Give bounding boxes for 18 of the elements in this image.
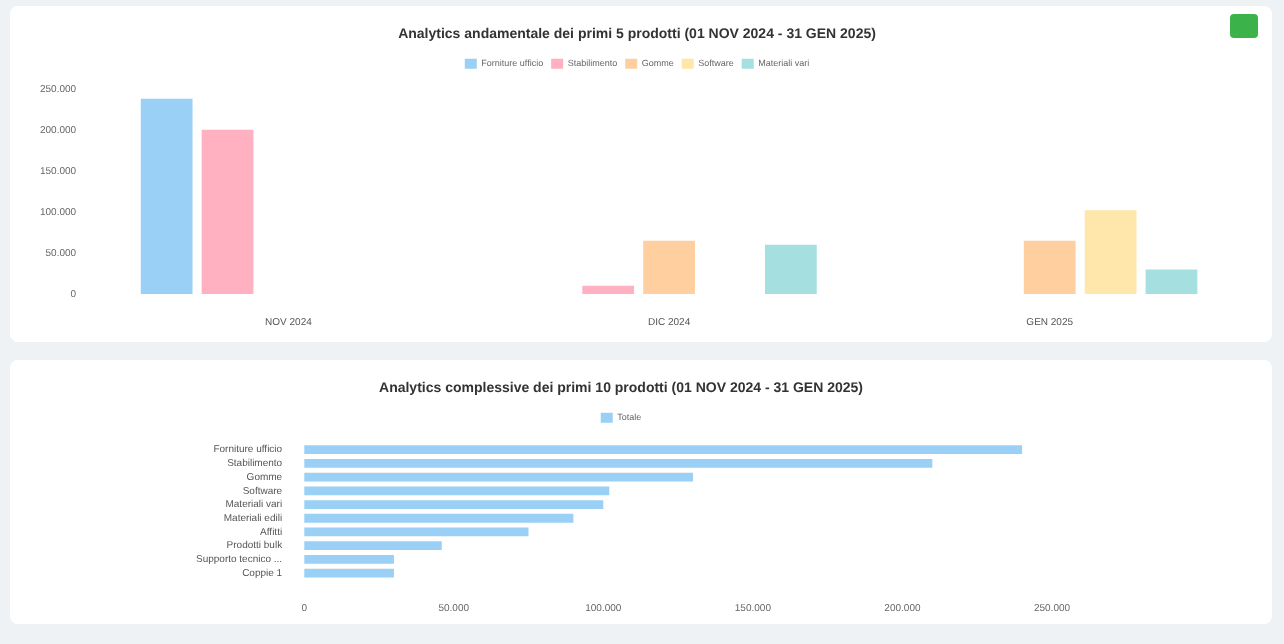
bar (304, 513, 574, 523)
bar (764, 244, 817, 294)
bar (643, 240, 695, 294)
bar (304, 527, 529, 537)
bar (304, 500, 604, 509)
bar (140, 98, 193, 294)
bar (304, 486, 610, 496)
bar (304, 555, 394, 564)
bar (201, 129, 254, 294)
bar (304, 458, 933, 468)
bar (582, 285, 635, 294)
bar (304, 472, 694, 482)
bar (304, 568, 394, 578)
bar (1145, 269, 1198, 294)
bar (304, 445, 1023, 455)
bar (1023, 240, 1076, 294)
bar (1084, 210, 1137, 294)
bar (304, 541, 442, 551)
